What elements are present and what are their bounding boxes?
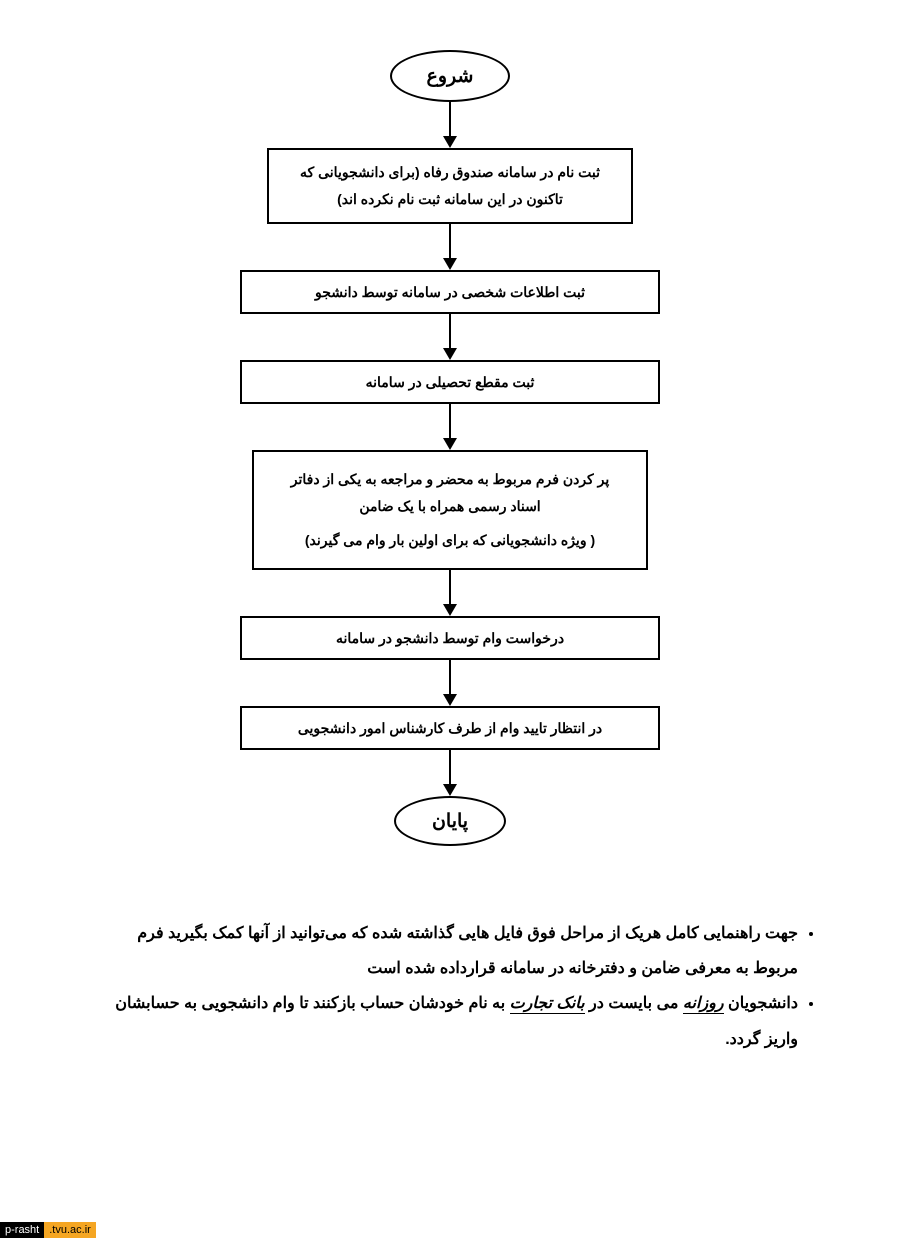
step-line: اسناد رسمی همراه با یک ضامن: [359, 493, 540, 520]
notes-list: جهت راهنمایی کامل هریک از مراحل فوق فایل…: [90, 916, 820, 1057]
note-item: جهت راهنمایی کامل هریک از مراحل فوق فایل…: [90, 916, 798, 986]
emphasis: روزانه: [683, 995, 724, 1014]
arrow: [443, 314, 457, 360]
arrow: [443, 404, 457, 450]
arrow: [443, 660, 457, 706]
step-line: درخواست وام توسط دانشجو در سامانه: [336, 625, 564, 652]
page-root: شروع ثبت نام در سامانه صندوق رفاه (برای …: [0, 0, 900, 1238]
step-5: درخواست وام توسط دانشجو در سامانه: [240, 616, 660, 660]
step-3: ثبت مقطع تحصیلی در سامانه: [240, 360, 660, 404]
step-subline: ( ویژه دانشجویانی که برای اولین بار وام …: [305, 527, 595, 554]
arrow: [443, 224, 457, 270]
footer-right: .tvu.ac.ir: [44, 1222, 96, 1238]
footer-source-badge: p-rasht .tvu.ac.ir: [0, 1222, 96, 1238]
emphasis: بانک تجارت: [510, 995, 585, 1014]
notes-section: جهت راهنمایی کامل هریک از مراحل فوق فایل…: [60, 916, 840, 1057]
step-1: ثبت نام در سامانه صندوق رفاه (برای دانشج…: [267, 148, 633, 224]
arrow: [443, 102, 457, 148]
terminator-end: پایان: [394, 796, 506, 846]
step-6: در انتظار تایید وام از طرف کارشناس امور …: [240, 706, 660, 750]
step-line: در انتظار تایید وام از طرف کارشناس امور …: [298, 715, 602, 742]
step-line: پر کردن فرم مربوط به محضر و مراجعه به یک…: [291, 466, 609, 493]
step-2: ثبت اطلاعات شخصی در سامانه توسط دانشجو: [240, 270, 660, 314]
arrow: [443, 570, 457, 616]
step-4: پر کردن فرم مربوط به محضر و مراجعه به یک…: [252, 450, 648, 570]
step-line: ثبت اطلاعات شخصی در سامانه توسط دانشجو: [315, 279, 585, 306]
step-line: تاکنون در این سامانه ثبت نام نکرده اند): [337, 186, 563, 213]
note-item: دانشجویان روزانه می بایست در بانک تجارت …: [90, 986, 798, 1056]
arrow: [443, 750, 457, 796]
step-line: ثبت مقطع تحصیلی در سامانه: [366, 369, 535, 396]
step-line: ثبت نام در سامانه صندوق رفاه (برای دانشج…: [300, 159, 600, 186]
terminator-start: شروع: [390, 50, 510, 102]
flowchart: شروع ثبت نام در سامانه صندوق رفاه (برای …: [60, 50, 840, 846]
footer-left: p-rasht: [0, 1222, 44, 1238]
